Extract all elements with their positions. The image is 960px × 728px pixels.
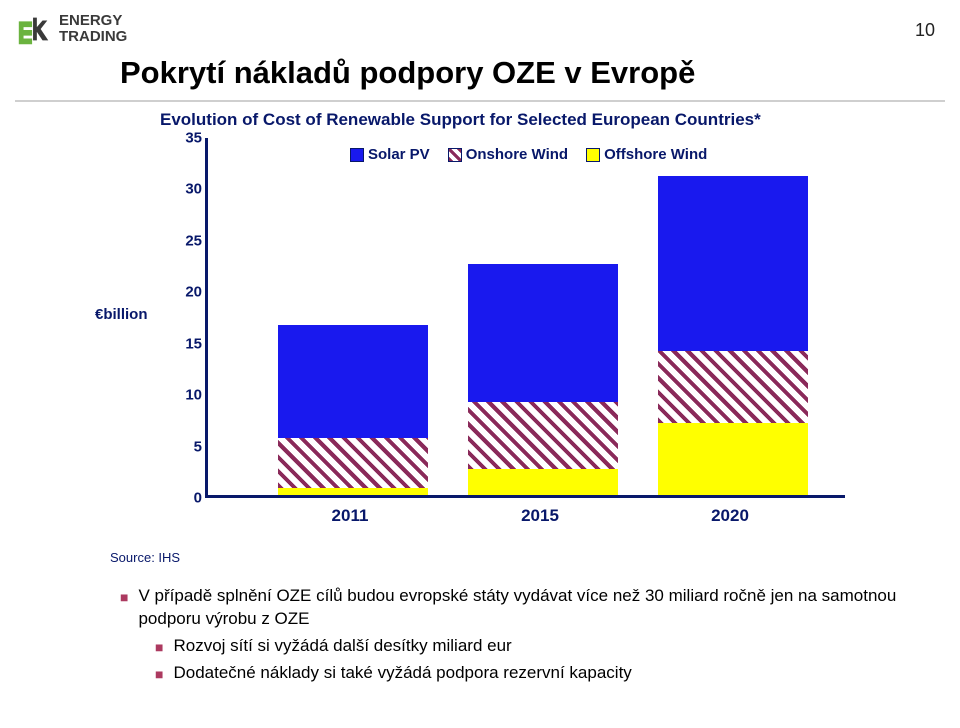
- renewable-cost-chart: Evolution of Cost of Renewable Support f…: [90, 110, 860, 560]
- bullet-3: ■ Dodatečné náklady si také vyžádá podpo…: [155, 662, 910, 685]
- bar-group: [468, 264, 618, 495]
- x-tick: 2011: [332, 506, 369, 526]
- y-tick: 15: [180, 335, 202, 352]
- bullet-2: ■ Rozvoj sítí si vyžádá další desítky mi…: [155, 635, 910, 658]
- bar-group: [658, 176, 808, 495]
- chart-source: Source: IHS: [110, 550, 180, 565]
- logo-text-1: ENERGY: [59, 13, 127, 29]
- x-tick: 2015: [521, 506, 559, 526]
- bullet-marker-icon: ■: [155, 665, 163, 685]
- bullet-2-text: Rozvoj sítí si vyžádá další desítky mili…: [173, 635, 511, 658]
- brand-logo: ENERGY TRADING: [15, 10, 127, 48]
- title-divider: [15, 100, 945, 102]
- y-tick: 30: [180, 181, 202, 198]
- bar-segment-offshore: [278, 488, 428, 495]
- bar-segment-onshore: [278, 438, 428, 487]
- bar-segment-solar: [468, 264, 618, 403]
- plot-area: €billion Solar PV Onshore Wind Offshore …: [110, 138, 860, 538]
- bar-segment-offshore: [468, 469, 618, 495]
- y-tick: 35: [180, 130, 202, 147]
- bar-segment-onshore: [468, 402, 618, 469]
- bar-segment-onshore: [658, 351, 808, 423]
- y-tick: 10: [180, 387, 202, 404]
- logo-icon: [15, 10, 53, 48]
- bar-segment-offshore: [658, 423, 808, 495]
- bar-group: [278, 325, 428, 495]
- chart-title: Evolution of Cost of Renewable Support f…: [160, 110, 860, 130]
- bar-segment-solar: [278, 325, 428, 438]
- y-tick: 5: [180, 438, 202, 455]
- y-tick: 20: [180, 284, 202, 301]
- bullet-1-text: V případě splnění OZE cílů budou evropsk…: [138, 585, 910, 631]
- x-tick: 2020: [711, 506, 749, 526]
- y-tick: 25: [180, 232, 202, 249]
- y-axis-label: €billion: [95, 306, 148, 323]
- page-number: 10: [915, 20, 935, 41]
- slide-title: Pokrytí nákladů podpory OZE v Evropě: [120, 55, 910, 91]
- bar-segment-solar: [658, 176, 808, 351]
- y-tick: 0: [180, 490, 202, 507]
- bullet-3-text: Dodatečné náklady si také vyžádá podpora…: [173, 662, 631, 685]
- bullet-marker-icon: ■: [155, 638, 163, 658]
- bullet-list: ■ V případě splnění OZE cílů budou evrop…: [120, 585, 910, 689]
- logo-text-2: TRADING: [59, 29, 127, 45]
- bullet-marker-icon: ■: [120, 588, 128, 631]
- bullet-1: ■ V případě splnění OZE cílů budou evrop…: [120, 585, 910, 631]
